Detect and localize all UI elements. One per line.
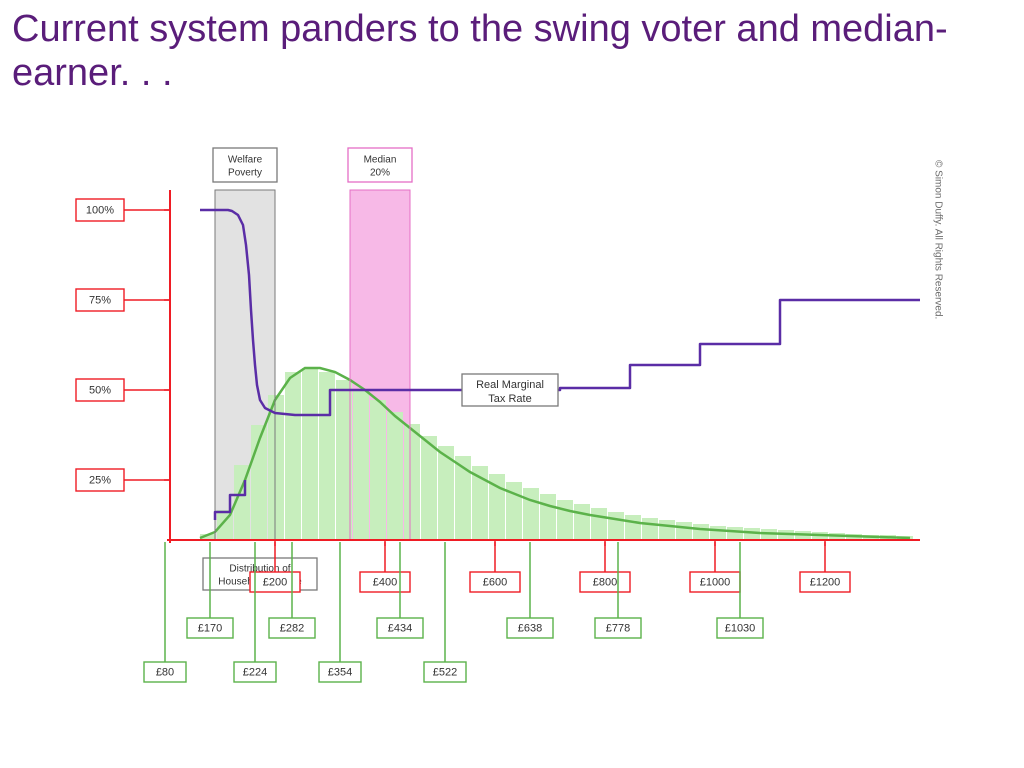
svg-text:£778: £778 <box>606 622 630 634</box>
x-green-low-label: £224 <box>234 662 276 682</box>
svg-text:£638: £638 <box>518 622 542 634</box>
svg-text:£522: £522 <box>433 666 457 678</box>
svg-text:£354: £354 <box>328 666 352 678</box>
svg-text:Tax Rate: Tax Rate <box>488 393 531 405</box>
x-green-mid-label: £638 <box>507 618 553 638</box>
y-tick-label: 100% <box>76 199 124 221</box>
histogram-bar <box>268 395 284 540</box>
histogram-bar <box>557 500 573 540</box>
svg-text:75%: 75% <box>89 294 111 306</box>
svg-text:£600: £600 <box>483 576 507 588</box>
x-red-label: £1000 <box>690 572 740 592</box>
histogram-bar <box>302 368 318 540</box>
svg-text:£200: £200 <box>263 576 287 588</box>
svg-text:£1200: £1200 <box>810 576 841 588</box>
svg-text:© Simon Duffy. All Rights Rese: © Simon Duffy. All Rights Reserved. <box>932 160 943 319</box>
x-red-label: £600 <box>470 572 520 592</box>
x-green-mid-label: £282 <box>269 618 315 638</box>
x-green-low-label: £80 <box>144 662 186 682</box>
histogram-bar <box>523 488 539 540</box>
x-green-low-label: £354 <box>319 662 361 682</box>
copyright-text: © Simon Duffy. All Rights Reserved. <box>932 160 943 319</box>
histogram-bar <box>574 504 590 540</box>
svg-text:Poverty: Poverty <box>228 168 262 179</box>
x-green-low-label: £522 <box>424 662 466 682</box>
x-green-mid-label: £778 <box>595 618 641 638</box>
histogram-bar <box>319 372 335 540</box>
svg-text:£1030: £1030 <box>725 622 756 634</box>
svg-text:£170: £170 <box>198 622 222 634</box>
x-green-mid-label: £1030 <box>717 618 763 638</box>
tax-rate-label: Real Marginal Tax Rate <box>462 374 558 406</box>
page-title: Current system panders to the swing vote… <box>12 8 1024 95</box>
histogram-bar <box>387 412 403 540</box>
x-green-mid-label: £170 <box>187 618 233 638</box>
svg-text:£224: £224 <box>243 666 267 678</box>
histogram-bar <box>642 518 658 540</box>
median-label: Median 20% <box>348 148 412 182</box>
histogram-bar <box>353 390 369 540</box>
histogram-bar <box>370 400 386 540</box>
y-tick-label: 75% <box>76 289 124 311</box>
histogram-bar <box>676 522 692 540</box>
svg-text:20%: 20% <box>370 168 390 179</box>
histogram-bar <box>404 424 420 540</box>
welfare-poverty-label: Welfare Poverty <box>213 148 277 182</box>
histogram-bar <box>591 508 607 540</box>
x-green-mid-label: £434 <box>377 618 423 638</box>
histogram-bar <box>608 512 624 540</box>
x-red-label: £400 <box>360 572 410 592</box>
svg-text:£282: £282 <box>280 622 304 634</box>
histogram-bar <box>693 524 709 540</box>
y-tick-label: 50% <box>76 379 124 401</box>
svg-text:£434: £434 <box>388 622 412 634</box>
histogram-bar <box>659 520 675 540</box>
y-tick-label: 25% <box>76 469 124 491</box>
svg-text:Real Marginal: Real Marginal <box>476 379 544 391</box>
chart-container: 100%75%50%25%WelfarePovertyMedian20%Dist… <box>60 140 960 700</box>
svg-text:100%: 100% <box>86 204 114 216</box>
histogram-bar <box>421 436 437 540</box>
svg-text:£1000: £1000 <box>700 576 731 588</box>
histogram-bar <box>540 494 556 540</box>
chart-svg: 100%75%50%25%WelfarePovertyMedian20%Dist… <box>60 140 960 700</box>
svg-text:25%: 25% <box>89 474 111 486</box>
x-red-label: £800 <box>580 572 630 592</box>
svg-text:Welfare: Welfare <box>228 155 263 166</box>
svg-text:£80: £80 <box>156 666 174 678</box>
svg-text:50%: 50% <box>89 384 111 396</box>
histogram-bar <box>625 515 641 540</box>
histogram-bar <box>710 526 726 540</box>
svg-text:£400: £400 <box>373 576 397 588</box>
histogram-bar <box>727 527 743 540</box>
svg-text:£800: £800 <box>593 576 617 588</box>
histogram-bar <box>285 372 301 540</box>
svg-text:Median: Median <box>364 155 397 166</box>
x-red-label: £1200 <box>800 572 850 592</box>
